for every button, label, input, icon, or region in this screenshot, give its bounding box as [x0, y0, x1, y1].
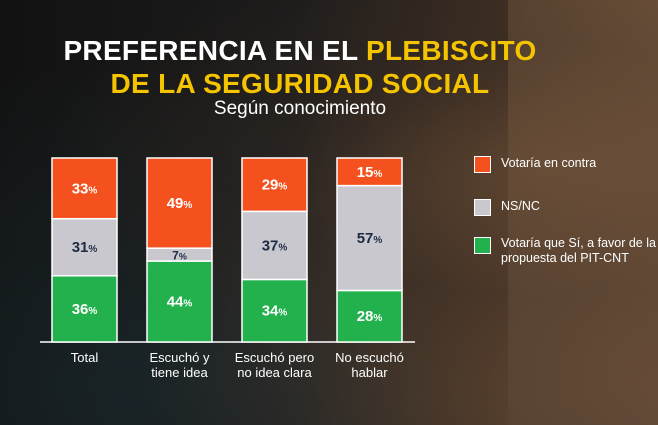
bar-nsnc-0	[51, 217, 118, 277]
value-label-favor-1: 44%	[167, 294, 193, 311]
legend-label-favor: Votaría que Sí, a favor de la propuesta …	[501, 236, 656, 265]
value-label-contra-0: 33%	[72, 180, 98, 197]
legend-swatch-favor	[474, 237, 491, 254]
legend-label-nsnc: NS/NC	[501, 199, 540, 213]
category-label-0: Total	[71, 350, 99, 365]
bar-nsnc-3	[336, 184, 403, 292]
legend-swatch-nsnc	[474, 199, 491, 216]
value-label-favor-2: 34%	[262, 303, 288, 320]
value-label-nsnc-3: 57%	[357, 230, 383, 247]
value-label-contra-2: 29%	[262, 177, 288, 194]
value-label-contra-3: 15%	[357, 164, 383, 181]
background-crowd	[508, 0, 658, 425]
page-title: PREFERENCIA EN EL PLEBISCITO DE LA SEGUR…	[0, 34, 600, 100]
bar-favor-3	[336, 289, 403, 343]
value-label-nsnc-1: 7%	[172, 249, 187, 263]
value-label-favor-0: 36%	[72, 301, 98, 318]
value-label-nsnc-0: 31%	[72, 239, 98, 256]
value-label-contra-1: 49%	[167, 195, 193, 212]
category-label-3: No escuchó hablar	[335, 350, 404, 380]
title-line2: DE LA SEGURIDAD SOCIAL	[110, 68, 490, 99]
value-label-nsnc-2: 37%	[262, 237, 288, 254]
subtitle: Según conocimiento	[213, 98, 387, 119]
bar-contra-2	[241, 157, 308, 213]
bar-contra-0	[51, 157, 118, 220]
title-highlight: PLEBISCITO	[366, 35, 537, 66]
category-label-2: Escuchó pero no idea clara	[235, 350, 315, 380]
bar-contra-3	[336, 157, 403, 187]
legend-label-contra: Votaría en contra	[501, 156, 597, 170]
legend-swatch-contra	[474, 156, 491, 173]
title-white: PREFERENCIA EN EL	[63, 35, 367, 66]
bar-nsnc-2	[241, 210, 308, 281]
value-label-favor-3: 28%	[357, 308, 383, 325]
category-label-1: Escuchó y tiene idea	[150, 350, 210, 380]
bar-contra-1	[146, 157, 213, 249]
bar-favor-1	[146, 260, 213, 343]
stacked-bar-chart: 36% 31% 33% Total 44% 7% 49% Escuchó y tiene ide…	[40, 157, 415, 380]
